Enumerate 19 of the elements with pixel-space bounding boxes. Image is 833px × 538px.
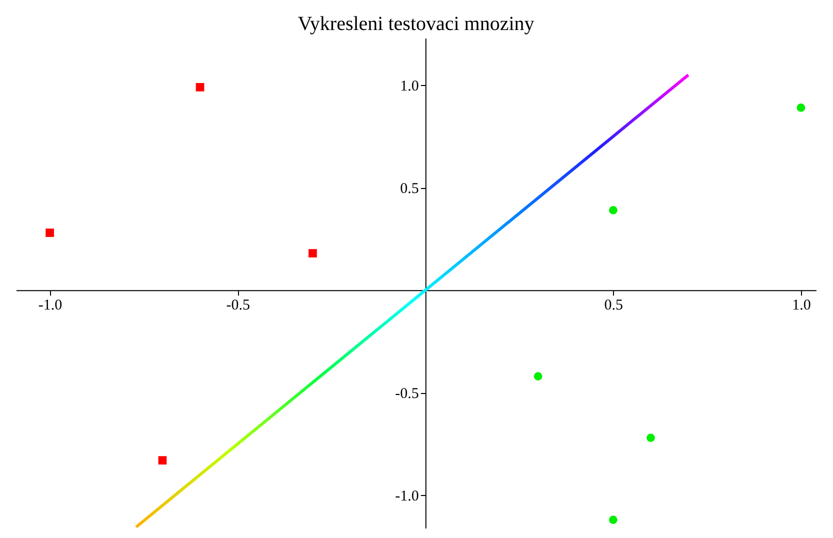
point — [46, 228, 54, 237]
point — [609, 206, 618, 214]
y-tick-label: -0.5 — [395, 386, 419, 402]
x-tick-label: -1.0 — [38, 298, 62, 314]
y-tick-label: -1.0 — [395, 488, 419, 505]
x-tick-label: 0.5 — [604, 298, 624, 314]
chart-title: Vykresleni testovaci mnoziny — [298, 13, 534, 35]
point — [609, 516, 618, 524]
point — [196, 83, 204, 92]
point — [308, 249, 317, 258]
y-tick-label: 1.0 — [400, 78, 419, 95]
point — [796, 104, 806, 112]
x-tick-label: -0.5 — [226, 298, 250, 314]
point — [158, 456, 167, 465]
point — [534, 372, 542, 380]
line-series — [134, 73, 690, 528]
y-tick-label: 0.5 — [400, 181, 419, 198]
point — [646, 434, 655, 442]
x-tick-label: 1.0 — [792, 298, 811, 314]
